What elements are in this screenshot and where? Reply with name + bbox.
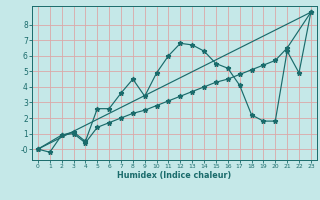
X-axis label: Humidex (Indice chaleur): Humidex (Indice chaleur) — [117, 171, 232, 180]
